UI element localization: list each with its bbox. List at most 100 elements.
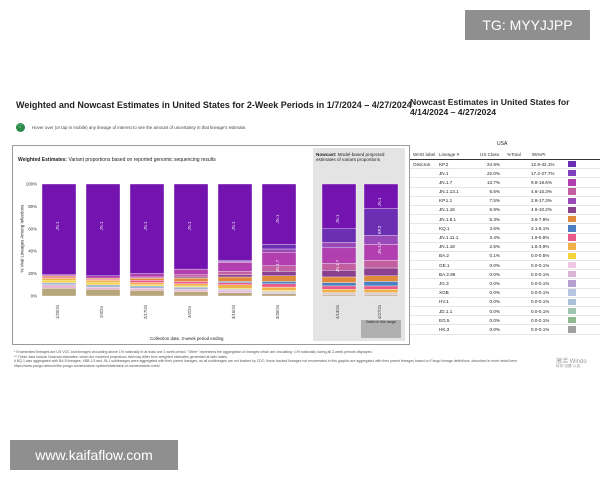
table-row[interactable]: JN.1.8.1 5.3% 3.6-7.8% xyxy=(410,215,600,225)
lineage-color-swatch xyxy=(568,252,576,260)
lineage-color-swatch xyxy=(568,206,576,214)
y-tick-label: 60% xyxy=(28,226,37,231)
lineage-cell: GE.1 xyxy=(439,262,450,268)
us-class-cell: 6.6% xyxy=(489,189,500,195)
bar-data-label: JN.1 xyxy=(275,214,280,223)
who-label-cell: Omicron xyxy=(413,161,431,167)
bar-segment xyxy=(85,282,121,285)
lineage-cell: XGB xyxy=(439,290,449,296)
column-header: WHO label xyxy=(413,151,436,157)
bar-segment xyxy=(129,273,165,278)
bar-segment xyxy=(363,275,399,282)
pi-cell: 4.6-10.2% xyxy=(531,207,552,213)
table-row[interactable]: JN.1.13.1 6.6% 4.6-15.3% xyxy=(410,188,600,197)
table-header: WHO label Lineage # US Class %Total 95%P… xyxy=(410,150,600,160)
lineage-color-swatch xyxy=(568,243,576,250)
footnote: # BQ.1 was aggregated with BA.5 lineages… xyxy=(14,359,518,364)
us-class-cell: 0.0% xyxy=(489,262,500,268)
us-class-cell: 3.4% xyxy=(489,235,500,240)
footnote: ** These data include Nowcast estimates,… xyxy=(14,354,228,359)
table-row[interactable]: Omicron KP.2 24.9% 12.9-42.1% xyxy=(410,160,600,170)
bar-segment xyxy=(321,289,357,293)
bar-segment xyxy=(85,284,121,288)
table-row[interactable]: JN.1.16 6.9% 4.6-10.2% xyxy=(410,206,600,216)
lineage-cell: KQ.1 xyxy=(439,225,450,231)
x-axis-title: Collection date, 2-week period ending xyxy=(150,336,224,341)
lineage-cell: HV.1 xyxy=(439,299,449,305)
table-row[interactable]: JG.3 0.0% 0.0-0.1% xyxy=(410,279,600,289)
us-class-cell: 0.0% xyxy=(489,308,500,314)
us-class-cell: 0.0% xyxy=(489,317,500,323)
y-tick-label: 0% xyxy=(31,294,37,299)
table-row[interactable]: KQ.1 3.6% 2.1-6.1% xyxy=(410,224,600,234)
x-tick-label: 2/17/24 xyxy=(143,304,148,319)
bar-segment xyxy=(217,183,253,261)
weighted-header-text: Variant proportions based on reported ge… xyxy=(67,157,216,163)
us-class-cell: 0.0% xyxy=(489,299,500,305)
bar-segment xyxy=(217,274,253,278)
bar-segment xyxy=(85,286,121,290)
x-tick-label: 3/30/24 xyxy=(275,304,280,319)
page-title: Weighted and Nowcast Estimates in United… xyxy=(16,100,412,110)
bar-data-label: JN.1.7 xyxy=(275,259,280,272)
nowcast-range-label: Dates in this range xyxy=(361,320,401,338)
bar-segment xyxy=(261,244,297,250)
bar-segment xyxy=(129,287,165,291)
pi-cell: 12.9-42.1% xyxy=(531,161,555,167)
y-tick-label: 20% xyxy=(28,271,37,276)
table-row[interactable]: HK.3 0.0% 0.0-0.1% xyxy=(410,325,600,335)
table-row[interactable]: JN.1.7 13.7% 9.8-18.6% xyxy=(410,178,600,188)
footnote-link[interactable]: https://www.pango.network/the-pango-nome… xyxy=(14,363,160,368)
footnotes: * Enumerated lineages are US VOC and lin… xyxy=(14,350,594,368)
url-badge: www.kaifaflow.com xyxy=(10,440,178,470)
bar-segment xyxy=(41,280,77,283)
us-class-cell: 24.9% xyxy=(486,161,500,167)
table-row[interactable]: HV.1 0.0% 0.0-0.1% xyxy=(410,298,600,307)
lineage-cell: JN.1.8.1 xyxy=(439,216,457,222)
table-row[interactable]: EG.5 0.0% 0.0-0.1% xyxy=(410,316,600,326)
lineage-cell: KP.1.1 xyxy=(439,198,453,204)
pi-cell: 2.8-17.3% xyxy=(531,198,552,204)
bar-segment xyxy=(41,277,77,281)
table-row[interactable]: JD.1.1 0.0% 0.0-0.1% xyxy=(410,307,600,317)
bar-segment xyxy=(173,268,209,275)
bar-segment xyxy=(321,282,357,287)
table-row[interactable]: BA.2.86 0.0% 0.0-0.1% xyxy=(410,270,600,280)
pi-cell: 3.6-7.8% xyxy=(531,216,550,222)
bar-segment xyxy=(321,242,357,249)
bar-segment xyxy=(41,183,77,275)
column-header: US Class xyxy=(480,151,500,157)
x-tick-label: 3/2/24 xyxy=(187,306,192,318)
bar-segment xyxy=(363,281,399,287)
lineage-cell: JN.1 xyxy=(439,170,449,176)
pi-cell: 4.6-15.3% xyxy=(531,189,552,195)
bar-segment xyxy=(173,289,209,292)
table-row[interactable]: KP.1.1 7.5% 2.8-17.3% xyxy=(410,197,600,206)
column-header: %Total xyxy=(507,151,521,157)
lineage-cell: BA.2 xyxy=(439,253,449,259)
bar-segment xyxy=(129,183,165,274)
bar-segment xyxy=(363,259,399,269)
table-row[interactable]: XGB 0.0% 0.0-0.1% xyxy=(410,289,600,298)
lineage-cell: BA.2.86 xyxy=(439,271,456,277)
pi-cell: 1.9-5.8% xyxy=(531,235,550,240)
table-row[interactable]: JN.1.11.1 3.4% 1.9-5.8% xyxy=(410,234,600,243)
table-row[interactable]: JN.1 22.0% 17.2-27.7% xyxy=(410,169,600,179)
lineage-color-swatch xyxy=(568,215,576,223)
lineage-cell: HK.3 xyxy=(439,326,450,332)
us-class-cell: 0.0% xyxy=(489,271,500,277)
bar-segment xyxy=(217,276,253,282)
pi-cell: 0.0-0.1% xyxy=(531,290,550,296)
table-row[interactable]: GE.1 0.0% 0.0-0.1% xyxy=(410,261,600,271)
table-row[interactable]: BA.2 0.1% 0.0-0.5% xyxy=(410,252,600,262)
bar-data-label: JN.1.7 xyxy=(335,259,340,272)
lineage-color-swatch xyxy=(568,234,576,241)
bar-segment xyxy=(173,277,209,282)
us-class-cell: 0.0% xyxy=(489,326,500,332)
bar-segment xyxy=(41,284,77,289)
bar-segment xyxy=(321,285,357,290)
table-row[interactable]: JN.1.18 2.5% 1.6-3.9% xyxy=(410,243,600,252)
pi-cell: 0.0-0.5% xyxy=(531,253,550,259)
pi-cell: 2.1-6.1% xyxy=(531,225,550,231)
